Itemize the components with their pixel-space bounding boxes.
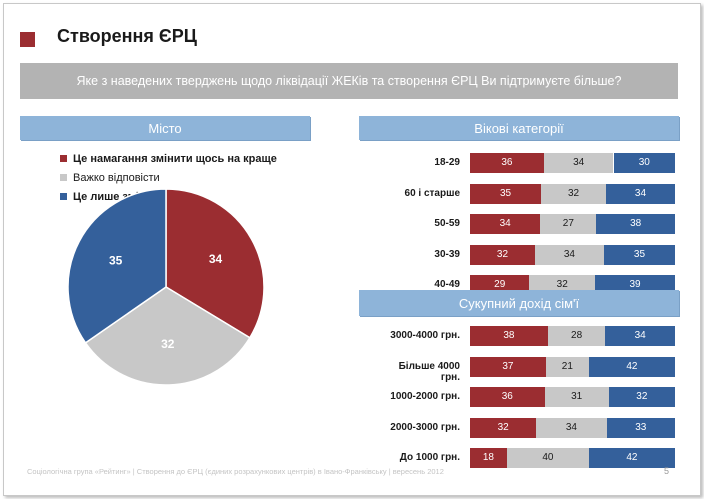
bar-value-label: 34 xyxy=(634,187,647,199)
pie-slice-label: 35 xyxy=(109,254,123,268)
bar-segment xyxy=(547,326,606,346)
legend-item: Це намагання змінити щось на краще xyxy=(60,149,277,168)
bar-value-label: 36 xyxy=(501,391,513,402)
bar-segment xyxy=(470,326,548,346)
bar-segment xyxy=(605,183,675,204)
bar-category-label: 50-59 xyxy=(434,218,460,229)
legend-label: Це намагання змінити щось на краще xyxy=(73,152,277,165)
bar-value-label: 34 xyxy=(563,248,575,260)
bar-segment xyxy=(603,244,675,265)
bar-segment xyxy=(588,356,675,377)
bar-value-label: 32 xyxy=(496,248,509,260)
bar-segment xyxy=(470,214,541,234)
bar-value-label: 38 xyxy=(630,218,642,229)
bar-segment xyxy=(470,153,544,173)
bar-segment xyxy=(596,214,675,234)
bar-value-label: 32 xyxy=(497,421,509,433)
bar-value-label: 32 xyxy=(556,279,568,290)
legend-swatch-gray xyxy=(60,174,67,181)
bar-category-label: Більше 4000 грн. xyxy=(398,360,460,383)
legend-swatch-red xyxy=(60,155,67,162)
city-pie-chart: 34 32 35 xyxy=(67,188,265,386)
bar-segment xyxy=(470,417,537,438)
city-chart-title: Місто xyxy=(20,116,310,140)
bar-value-label: 32 xyxy=(567,187,580,199)
slide-title: Створення ЄРЦ xyxy=(57,26,197,46)
pie-slice-label: 32 xyxy=(161,337,175,351)
bar-value-label: 39 xyxy=(629,279,641,290)
bar-value-label: 35 xyxy=(633,248,646,260)
bar-value-label: 42 xyxy=(626,360,638,372)
bar-category-label: 2000-3000 грн. xyxy=(390,421,460,433)
bar-segment xyxy=(540,214,597,234)
bar-value-label: 30 xyxy=(638,157,650,168)
bar-category-label: 1000-2000 грн. xyxy=(390,391,460,402)
bar-segment xyxy=(588,448,675,468)
bar-segment xyxy=(543,153,614,173)
title-marker xyxy=(20,32,35,47)
bar-category-label: 18-29 xyxy=(434,157,460,168)
bar-segment xyxy=(470,183,542,204)
bar-category-label: 3000-4000 грн. xyxy=(390,330,460,341)
legend-item: Важко відповісти xyxy=(60,168,277,187)
bar-category-label: 30-39 xyxy=(434,248,460,260)
bar-value-label: 34 xyxy=(573,157,585,168)
bar-value-label: 40 xyxy=(542,452,554,463)
bar-segment xyxy=(506,448,589,468)
footer-text: Соціологічна група «Рейтинг» | Створення… xyxy=(27,467,444,476)
bar-value-label: 35 xyxy=(499,187,512,199)
pie-slice xyxy=(165,188,265,339)
question-banner: Яке з наведених тверджень щодо ліквідаці… xyxy=(20,63,678,99)
pie-slice xyxy=(67,188,167,344)
bar-category-label: 40-49 xyxy=(434,279,460,290)
legend-label: Важко відповісти xyxy=(73,171,160,184)
bar-segment xyxy=(470,244,535,265)
bar-segment xyxy=(613,153,675,173)
bar-segment xyxy=(536,417,607,438)
bar-value-label: 28 xyxy=(571,330,583,341)
bar-category-label: 60 і старше xyxy=(404,187,460,199)
bar-value-label: 27 xyxy=(562,218,574,229)
bar-segment xyxy=(541,183,606,204)
bar-segment xyxy=(544,387,609,407)
age-chart-title: Вікові категорії xyxy=(359,116,679,140)
bar-segment xyxy=(608,387,675,407)
bar-value-label: 18 xyxy=(482,452,494,463)
pie-slice-label: 34 xyxy=(209,252,223,266)
income-chart-title: Сукупний дохід сім'ї xyxy=(359,290,679,316)
bar-value-label: 37 xyxy=(502,360,514,372)
pie-slice xyxy=(84,286,251,386)
page-number: 5 xyxy=(664,466,670,476)
legend-swatch-blue xyxy=(60,193,67,200)
bar-value-label: 29 xyxy=(494,279,506,290)
bar-value-label: 34 xyxy=(634,330,646,341)
bar-segment xyxy=(545,356,589,377)
bar-segment xyxy=(470,387,545,407)
bar-value-label: 33 xyxy=(635,421,647,433)
bar-value-label: 38 xyxy=(503,330,515,341)
bar-segment xyxy=(470,448,507,468)
bar-value-label: 42 xyxy=(626,452,638,463)
bar-segment xyxy=(605,326,675,346)
bar-value-label: 34 xyxy=(499,218,511,229)
bar-segment xyxy=(534,244,604,265)
bar-category-label: До 1000 грн. xyxy=(399,452,460,463)
bar-value-label: 21 xyxy=(561,360,573,372)
bar-value-label: 32 xyxy=(636,391,648,402)
bar-segment xyxy=(606,417,675,438)
bar-segment xyxy=(470,356,546,377)
bar-value-label: 34 xyxy=(565,421,577,433)
bar-value-label: 31 xyxy=(571,391,583,402)
bar-value-label: 36 xyxy=(501,157,513,168)
